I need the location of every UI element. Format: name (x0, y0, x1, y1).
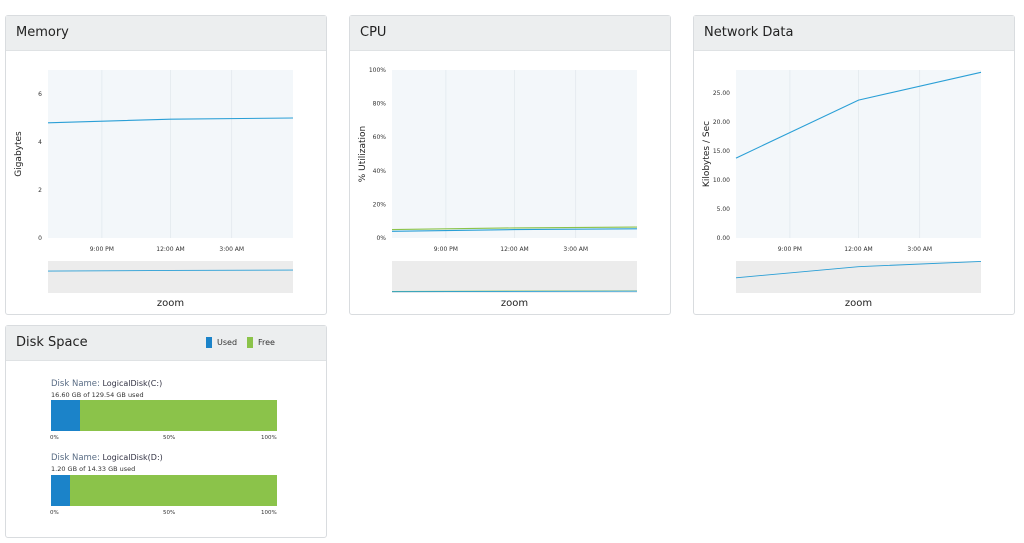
y-tick-label: 2 (38, 187, 42, 194)
disk-panel: Disk Space Used Free Disk Name: LogicalD… (5, 325, 327, 538)
disk-c-used-bar (51, 400, 80, 431)
disk-c-tick-100: 100% (261, 435, 277, 441)
cpu-chart[interactable]: 100% 80% 60% 40% 20% 0% 9:00 PM 12:00 AM 3:00 AM… (350, 16, 672, 316)
disk-d-tick-100: 100% (261, 510, 277, 516)
y-tick-label: 80% (373, 101, 387, 108)
cpu-panel: CPU 100% 80% 60% 40% 20% 0% 9:00 PM 12:00 AM 3:0… (349, 15, 671, 315)
zoom-label: zoom (501, 298, 528, 309)
disk-c-used-text: 16.60 GB of 129.54 GB used (51, 391, 144, 399)
y-tick-label: 25.00 (713, 90, 730, 97)
disk-d-name-label: Disk Name: (51, 453, 100, 463)
disk-d-tick-0: 0% (50, 510, 59, 516)
y-tick-label: 60% (373, 134, 387, 141)
x-tick-label: 3:00 AM (219, 246, 244, 253)
x-tick-label: 3:00 AM (563, 246, 588, 253)
disk-c-tick-0: 0% (50, 435, 59, 441)
legend-free: Free (247, 337, 275, 348)
y-tick-label: 10.00 (713, 177, 730, 184)
legend-used-swatch (206, 337, 212, 348)
disk-c-name: Disk Name: LogicalDisk(C:) (51, 379, 162, 389)
zoom-label: zoom (845, 298, 872, 309)
zoom-label: zoom (157, 298, 184, 309)
cpu-panel-header: CPU (350, 16, 670, 51)
disk-title: Disk Space (16, 335, 88, 350)
x-tick-label: 9:00 PM (434, 246, 458, 253)
y-tick-label: 100% (369, 67, 386, 74)
disk-d-tick-50: 50% (163, 510, 176, 516)
disk-c-name-label: Disk Name: (51, 379, 100, 389)
y-tick-label: 6 (38, 91, 42, 98)
y-tick-label: 20% (373, 201, 387, 208)
legend-used: Used (206, 337, 237, 348)
y-tick-label: 0.00 (717, 235, 731, 242)
y-tick-label: 4 (38, 139, 42, 146)
y-tick-label: 0% (376, 235, 386, 242)
network-chart[interactable]: 25.00 20.00 15.00 10.00 5.00 0.00 9:00 PM 12:00… (694, 16, 1016, 316)
memory-chart[interactable]: 6 4 2 0 9:00 PM 12:00 AM 3:00 AM Gigabytes zoom (6, 16, 328, 316)
y-axis-label: Kilobytes / Sec (702, 121, 712, 187)
disk-d-used-bar (51, 475, 70, 506)
y-tick-label: 40% (373, 168, 387, 175)
disk-d-free-bar (70, 475, 277, 506)
disk-d-name: Disk Name: LogicalDisk(D:) (51, 453, 163, 463)
series-line (47, 117, 294, 124)
series-line (391, 226, 638, 231)
disk-d-used-text: 1.20 GB of 14.33 GB used (51, 465, 136, 473)
cpu-title: CPU (360, 25, 387, 40)
x-tick-label: 3:00 AM (907, 246, 932, 253)
y-tick-label: 15.00 (713, 148, 730, 155)
disk-d-name-value: LogicalDisk(D:) (102, 453, 163, 462)
memory-panel-header: Memory (6, 16, 326, 51)
memory-title: Memory (16, 25, 69, 40)
legend-free-swatch (247, 337, 253, 348)
zoom-navigator (736, 261, 981, 293)
y-tick-label: 0 (38, 235, 42, 242)
disk-c-tick-50: 50% (163, 435, 176, 441)
y-tick-label: 20.00 (713, 119, 730, 126)
x-tick-label: 12:00 AM (156, 246, 184, 253)
network-panel-header: Network Data (694, 16, 1014, 51)
y-tick-label: 5.00 (717, 206, 731, 213)
disk-c-bar (51, 400, 277, 431)
x-tick-label: 12:00 AM (500, 246, 528, 253)
network-title: Network Data (704, 25, 794, 40)
zoom-navigator (48, 261, 293, 293)
x-tick-label: 9:00 PM (778, 246, 802, 253)
disk-c-free-bar (80, 400, 277, 431)
y-axis-label: Gigabytes (14, 131, 24, 177)
y-axis-label: % Utilization (358, 126, 368, 183)
navigator-line (391, 290, 638, 293)
navigator-line (47, 269, 294, 272)
x-tick-label: 12:00 AM (844, 246, 872, 253)
network-panel: Network Data 25.00 20.00 15.00 10.00 5.00 0.0… (693, 15, 1015, 315)
disk-d-bar (51, 475, 277, 506)
navigator-line (735, 260, 982, 279)
disk-c-name-value: LogicalDisk(C:) (102, 379, 163, 388)
series-line (391, 228, 638, 232)
memory-panel: Memory 6 4 2 0 9:00 PM 12:00 AM 3:00 AM Gigabyt… (5, 15, 327, 315)
disk-panel-header: Disk Space Used Free (6, 326, 326, 361)
x-tick-label: 9:00 PM (90, 246, 114, 253)
legend-used-label: Used (217, 338, 238, 347)
zoom-navigator (392, 261, 637, 293)
series-line (735, 71, 982, 159)
legend-free-label: Free (258, 338, 275, 347)
